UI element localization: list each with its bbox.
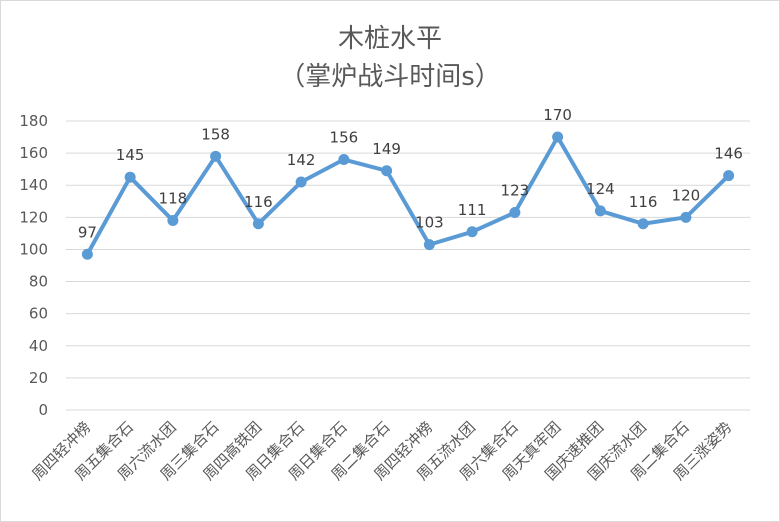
- y-tick-label: 180: [19, 112, 48, 130]
- data-label: 149: [372, 140, 401, 158]
- data-point: [466, 226, 478, 238]
- series-points: [81, 131, 735, 260]
- data-label: 103: [415, 214, 444, 232]
- data-point: [124, 171, 136, 183]
- y-tick-label: 40: [29, 337, 48, 355]
- data-label: 145: [116, 146, 145, 164]
- chart-subtitle: （掌炉战斗时间s）: [279, 62, 501, 92]
- gridlines: [66, 120, 750, 411]
- data-point: [295, 176, 307, 188]
- series-line: [85, 135, 731, 256]
- series-lines: [85, 135, 731, 256]
- data-point: [594, 205, 606, 217]
- data-label: 146: [714, 145, 743, 163]
- data-point: [680, 211, 692, 223]
- data-point: [509, 207, 521, 219]
- data-point: [381, 165, 393, 177]
- y-tick-label: 100: [19, 240, 48, 258]
- y-tick-label: 140: [19, 176, 48, 194]
- data-point: [252, 218, 264, 230]
- y-tick-label: 0: [38, 401, 48, 419]
- data-label: 142: [287, 151, 316, 169]
- data-label: 170: [543, 106, 572, 124]
- y-tick-label: 160: [19, 144, 48, 162]
- data-label: 116: [629, 193, 658, 211]
- y-tick-label: 20: [29, 369, 48, 387]
- data-point: [637, 218, 649, 230]
- data-point: [338, 154, 350, 166]
- data-point: [167, 215, 179, 227]
- data-label: 118: [159, 190, 188, 208]
- data-label: 120: [672, 186, 701, 204]
- y-tick-label: 80: [29, 273, 48, 291]
- data-label: 111: [458, 201, 487, 219]
- y-tick-label: 60: [29, 305, 48, 323]
- y-tick-label: 120: [19, 208, 48, 226]
- data-point: [423, 239, 435, 251]
- data-label: 116: [244, 193, 273, 211]
- data-label: 124: [586, 180, 615, 198]
- data-labels: 97 145 118 158 116 142 156 149 103 111 123 170 124 11…: [78, 106, 743, 241]
- chart-title: 木桩水平: [337, 24, 442, 54]
- data-label: 158: [201, 125, 230, 143]
- data-point: [210, 150, 222, 162]
- data-label: 97: [78, 223, 97, 241]
- data-point: [81, 248, 93, 260]
- data-point: [723, 170, 735, 182]
- data-label: 156: [330, 129, 359, 147]
- data-label: 123: [501, 182, 530, 200]
- x-axis-labels: 周四轻冲榜周五集合石周六流水团周三集合石周四高铁团周日集合石周日集合石周二集合石…: [28, 418, 735, 484]
- data-point: [552, 131, 564, 143]
- y-axis-ticks: 0 20 40 60 80 100 120 140 160 180: [19, 112, 48, 419]
